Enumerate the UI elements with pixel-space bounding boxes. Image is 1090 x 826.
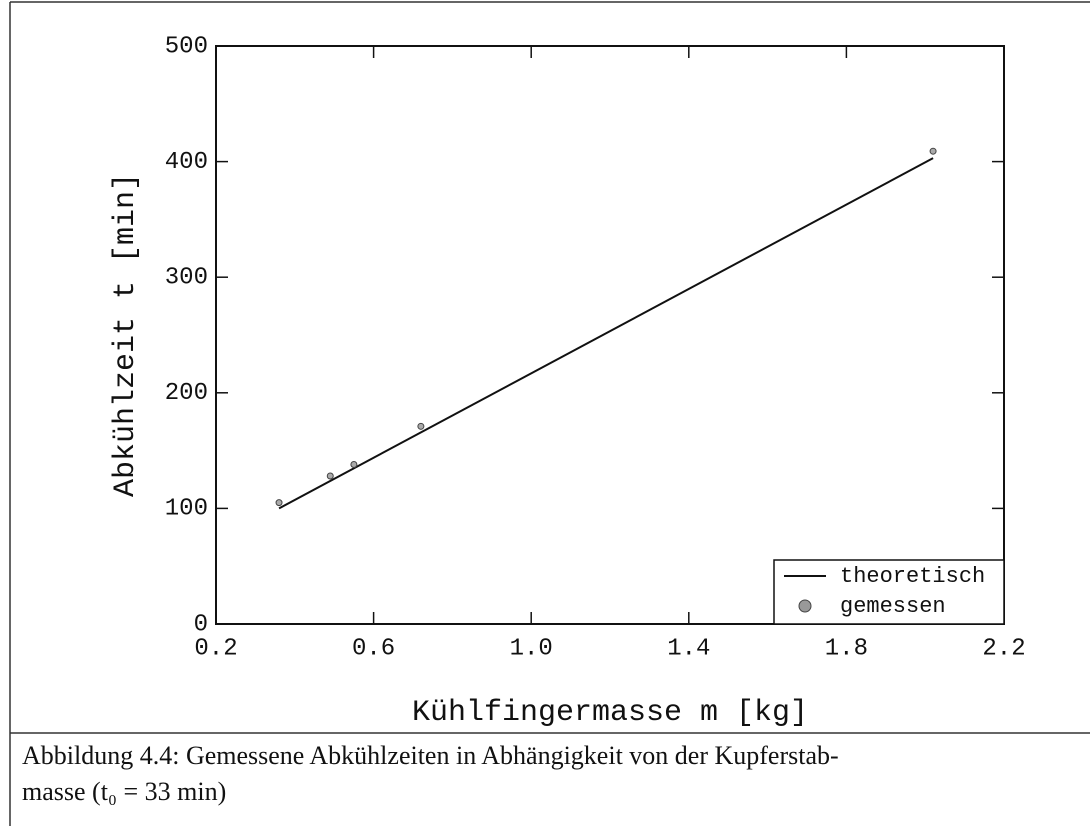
data-point <box>350 460 358 468</box>
x-tick-label: 0.2 <box>194 635 237 662</box>
x-tick-label: 2.2 <box>982 635 1025 662</box>
legend-swatch <box>798 599 812 613</box>
data-point <box>326 472 334 480</box>
theory-line <box>278 157 934 510</box>
x-axis-label: Kühlfingermasse m [kg] <box>412 696 808 730</box>
y-tick-label: 200 <box>165 380 208 407</box>
legend-label: gemessen <box>840 594 946 619</box>
x-tick-label: 1.0 <box>510 635 553 662</box>
data-point <box>275 499 283 507</box>
data-point <box>929 147 937 155</box>
legend-box <box>773 559 1005 625</box>
x-tick-label: 1.4 <box>667 635 710 662</box>
y-tick-label: 100 <box>165 496 208 523</box>
plot-frame <box>215 45 1005 625</box>
y-tick-label: 300 <box>165 265 208 292</box>
y-tick-label: 0 <box>194 611 208 638</box>
y-tick-label: 400 <box>165 149 208 176</box>
x-tick-label: 1.8 <box>825 635 868 662</box>
data-point <box>417 422 425 430</box>
caption-line: Abbildung 4.4: Gemessene Abkühlzeiten in… <box>22 741 839 770</box>
caption-line: masse (t₀ = 33 min) <box>22 777 226 806</box>
x-tick-label: 0.6 <box>352 635 395 662</box>
y-axis-label: Abkühlzeit t [min] <box>109 173 143 497</box>
legend-label: theoretisch <box>840 564 985 589</box>
y-tick-label: 500 <box>165 33 208 60</box>
